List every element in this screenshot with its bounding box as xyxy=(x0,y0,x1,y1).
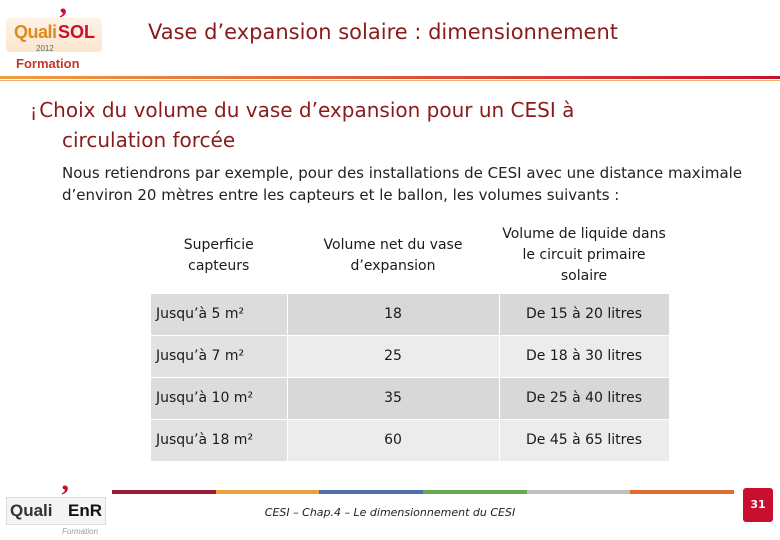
bullet-heading: ¡ Choix du volume du vase d’expansion pou… xyxy=(30,96,750,154)
table-header-row: Superficie capteurs Volume net du vase d… xyxy=(151,219,670,294)
slide-title: Vase d’expansion solaire : dimensionneme… xyxy=(148,20,619,44)
footer-logo-background xyxy=(6,497,106,525)
cell-fluid-volume: De 25 à 40 litres xyxy=(499,377,670,420)
logo-apostrophe: ’ xyxy=(58,2,68,35)
qualienr-logo: ’ Quali EnR Formation xyxy=(6,481,110,536)
logo-formation: Formation xyxy=(16,56,80,71)
heading-line-2: circulation forcée xyxy=(62,128,236,152)
header-fluid-volume: Volume de liquide dans le circuit primai… xyxy=(499,219,670,294)
footer-logo-name-b: EnR xyxy=(68,501,102,520)
cell-vessel-volume: 60 xyxy=(287,419,500,462)
header-divider-thin xyxy=(0,80,780,81)
cell-vessel-volume: 35 xyxy=(287,377,500,420)
footer-color-bar xyxy=(112,490,735,494)
cell-fluid-volume: De 15 à 20 litres xyxy=(499,293,670,336)
cell-surface: Jusqu’à 7 m² xyxy=(151,335,288,378)
header-vessel-volume: Volume net du vase d’expansion xyxy=(287,219,500,294)
header-divider xyxy=(0,76,780,79)
cell-fluid-volume: De 45 à 65 litres xyxy=(499,419,670,462)
table-row: Jusqu’à 5 m² 18 De 15 à 20 litres xyxy=(151,293,670,336)
cell-fluid-volume: De 18 à 30 litres xyxy=(499,335,670,378)
table-row: Jusqu’à 7 m² 25 De 18 à 30 litres xyxy=(151,335,670,378)
logo-year: 2012 xyxy=(36,44,54,53)
footer-logo-formation: Formation xyxy=(62,527,99,536)
table-row: Jusqu’à 10 m² 35 De 25 à 40 litres xyxy=(151,377,670,420)
qualisol-logo: ’ Quali SOL 2012 Formation xyxy=(6,2,102,71)
cell-surface: Jusqu’à 10 m² xyxy=(151,377,288,420)
logo-name-a: Quali xyxy=(14,22,57,42)
cell-vessel-volume: 18 xyxy=(287,293,500,336)
table-row: Jusqu’à 18 m² 60 De 45 à 65 litres xyxy=(151,419,670,462)
volume-table: Superficie capteurs Volume net du vase d… xyxy=(151,219,670,462)
cell-vessel-volume: 25 xyxy=(287,335,500,378)
logo-name-b: SOL xyxy=(58,22,96,42)
cell-surface: Jusqu’à 18 m² xyxy=(151,419,288,462)
header-surface: Superficie capteurs xyxy=(151,219,288,294)
page-number-badge: 31 xyxy=(743,488,773,522)
footer-logo-apostrophe: ’ xyxy=(60,479,70,512)
logo-background xyxy=(6,18,102,52)
heading-line-1: Choix du volume du vase d’expansion pour… xyxy=(39,98,575,122)
footer-logo-name-a: Quali xyxy=(10,501,53,520)
intro-paragraph: Nous retiendrons par exemple, pour des i… xyxy=(62,164,743,204)
cell-surface: Jusqu’à 5 m² xyxy=(151,293,288,336)
bullet-icon: ¡ xyxy=(30,101,38,122)
footer-caption: CESI – Chap.4 – Le dimensionnement du CE… xyxy=(264,506,516,519)
